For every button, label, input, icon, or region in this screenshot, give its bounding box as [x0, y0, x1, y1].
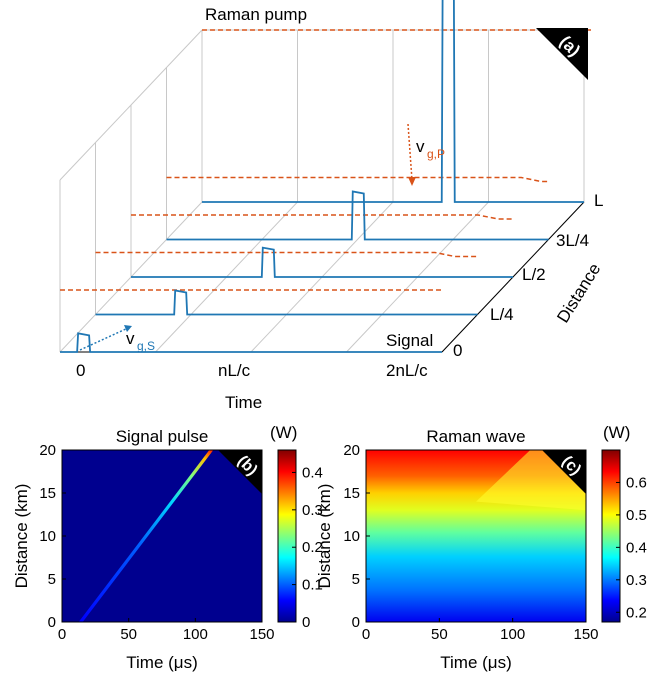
grid-top-side	[59, 29, 203, 181]
panel-a-ytick-3: 3L/4	[556, 231, 589, 250]
colorbar-tick-label: 0.2	[302, 539, 323, 556]
panel-a-grid	[59, 29, 585, 353]
colorbar-tick-label: 0.3	[302, 502, 323, 519]
colorbar-tick-label: 0.2	[626, 604, 647, 621]
vgs-subscript: g,S	[137, 339, 155, 353]
raman-pump-label: Raman pump	[205, 5, 307, 24]
x-tick-label: 100	[500, 626, 525, 643]
x-tick-label: 100	[183, 626, 208, 643]
signal-pulse-trace	[79, 450, 213, 622]
panel-a-xtick-0: 0	[76, 361, 85, 380]
y-tick-label: 5	[352, 571, 360, 588]
signal-trace-2	[131, 246, 513, 278]
panel-c-colorbar-ticks: 0.2 0.3 0.4 0.5 0.6	[616, 474, 647, 621]
panel-b-plot-bg	[62, 450, 262, 622]
vgp-annotation: v g,P	[407, 123, 445, 186]
panel-b-tag-bg	[218, 450, 262, 494]
vgp-arrowhead	[408, 177, 416, 186]
panel-c-raman-heatmap: Raman wave 0 50 100 150 0 5 10 15 20 Time (μs) D…	[315, 423, 647, 672]
panel-a-ylabel: Distance	[553, 260, 604, 326]
vgs-annotation: v g,S	[79, 325, 155, 353]
signal-trace-3	[166, 190, 549, 241]
vgs-label: v	[126, 329, 135, 348]
colorbar-tick-label: 0.4	[302, 464, 323, 481]
x-tick-label: 150	[249, 626, 274, 643]
panel-a-tag: (a)	[536, 28, 588, 80]
pump-trace-3	[166, 176, 549, 183]
panel-a-pump-traces	[60, 29, 594, 291]
vgs-arrow	[79, 327, 129, 351]
x-tick-label: 0	[362, 626, 370, 643]
panel-b-title: Signal pulse	[116, 427, 209, 446]
panel-a-xtick-1: nL/c	[218, 361, 251, 380]
y-tick-label: 10	[343, 528, 360, 545]
panel-c-xlabel: Time (μs)	[440, 653, 512, 672]
signal-trace-0	[60, 332, 442, 353]
y-tick-label: 5	[48, 571, 56, 588]
colorbar-tick-label: 0.3	[626, 572, 647, 589]
colorbar-tick-label: 0.5	[626, 507, 647, 524]
panel-b-xlabel: Time (μs)	[126, 653, 198, 672]
vgp-label: v	[416, 137, 425, 156]
panel-a-xtick-2: 2nL/c	[386, 361, 428, 380]
panel-a-ytick-4: L	[594, 191, 603, 210]
panel-b-signal-heatmap: Signal pulse 0 50 100 150 0 5 10 15 20 Time (μs)…	[12, 423, 323, 672]
panel-b-axes: 0 50 100 150 0 5 10 15 20	[39, 442, 274, 643]
panel-a-ytick-0: 0	[453, 341, 462, 360]
y-tick-label: 0	[48, 614, 56, 631]
panel-c-colorbar-unit: (W)	[603, 423, 630, 442]
y-tick-label: 10	[39, 528, 56, 545]
y-tick-label: 20	[39, 442, 56, 459]
y-tick-label: 0	[352, 614, 360, 631]
colorbar-tick-label: 0.4	[626, 539, 647, 556]
colorbar-tick-label: 0.6	[626, 474, 647, 491]
vgp-subscript: g,P	[427, 147, 445, 161]
x-tick-label: 50	[120, 626, 137, 643]
panel-a-ytick-2: L/2	[522, 265, 546, 284]
panel-c-ylabel: Distance (km)	[315, 484, 334, 589]
x-tick-label: 50	[431, 626, 448, 643]
panel-c-colorbar	[601, 449, 621, 623]
panel-a-tag-bg	[536, 28, 588, 80]
panel-b-tag: (b)	[218, 450, 262, 494]
x-tick-label: 150	[573, 626, 598, 643]
panel-c-axes: 0 50 100 150 0 5 10 15 20	[343, 442, 598, 643]
y-tick-label: 20	[343, 442, 360, 459]
vgs-arrowhead	[124, 325, 132, 332]
panel-b-ylabel: Distance (km)	[12, 484, 31, 589]
signal-trace-4	[202, 0, 584, 203]
colorbar-tick-label: 0	[302, 614, 310, 631]
y-tick-label: 15	[39, 485, 56, 502]
panel-a-ytick-1: L/4	[490, 305, 514, 324]
panel-c-title: Raman wave	[426, 427, 525, 446]
panel-a-xlabel: Time	[225, 393, 262, 412]
y-tick-label: 15	[343, 485, 360, 502]
colorbar-tick-label: 0.1	[302, 577, 323, 594]
pump-trace-1	[95, 251, 478, 258]
panel-b-colorbar	[277, 449, 297, 623]
panel-a-signal-traces	[60, 0, 584, 353]
signal-trace-1	[95, 289, 478, 316]
panel-b-colorbar-ticks: 0 0.1 0.2 0.3 0.4	[292, 464, 323, 631]
panel-b-colorbar-unit: (W)	[270, 423, 297, 442]
panel-a-3d-waterfall: Raman pump Signal v g,S v g,P 0 nL/c 2nL…	[59, 0, 604, 412]
vgp-arrow	[407, 123, 413, 181]
x-tick-label: 0	[58, 626, 66, 643]
panel-c-tag-bg	[542, 450, 586, 494]
signal-label: Signal	[386, 331, 433, 350]
